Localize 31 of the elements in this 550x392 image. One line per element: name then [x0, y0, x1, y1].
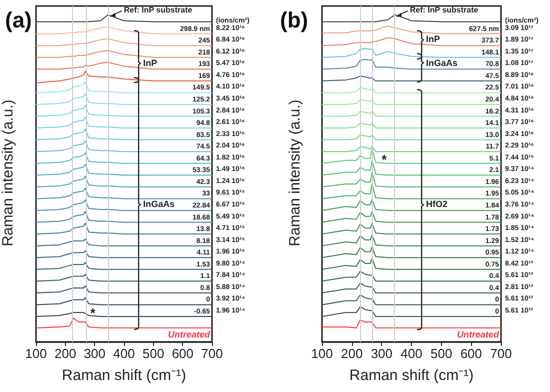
x-tick-label: 500: [430, 346, 452, 361]
x-tick-label: 400: [113, 346, 135, 361]
annotation: *: [90, 306, 96, 321]
x-tick-label: 500: [142, 346, 164, 361]
annotation: InGaAs: [426, 58, 458, 68]
annotation: InGaAs: [143, 199, 175, 210]
annotation: InP: [426, 34, 440, 44]
x-tick-label: 200: [54, 346, 76, 361]
annotation: Ref: InP substrate: [410, 5, 479, 14]
chart-title: (b): [280, 8, 308, 32]
x-tick-label: 100: [25, 346, 47, 361]
x-axis-title: Raman shift (cm⁻¹): [62, 367, 186, 384]
x-tick-label: 400: [400, 346, 422, 361]
x-tick-label: 300: [84, 346, 106, 361]
x-tick-label: 600: [172, 346, 194, 361]
annotation: Ref: InP substrate: [124, 5, 193, 14]
x-tick-label: 600: [460, 346, 482, 361]
series-label: Untreated: [168, 329, 210, 340]
x-tick-label: 700: [490, 346, 512, 361]
annotation: InP: [143, 58, 158, 68]
series-label: Untreated: [456, 329, 500, 340]
x-tick-label: 100: [311, 346, 333, 361]
x-axis-title: Raman shift (cm⁻¹): [349, 367, 474, 384]
chart-title: (a): [5, 8, 32, 32]
y-axis-title: Raman intensity (a.u.): [286, 100, 304, 246]
annotation: *: [382, 152, 388, 167]
x-tick-label: 200: [340, 346, 363, 361]
x-tick-label: 300: [370, 346, 393, 361]
annotation: HfO2: [426, 199, 448, 210]
y-axis-title: Raman intensity (a.u.): [0, 100, 16, 246]
x-tick-label: 700: [201, 346, 223, 361]
